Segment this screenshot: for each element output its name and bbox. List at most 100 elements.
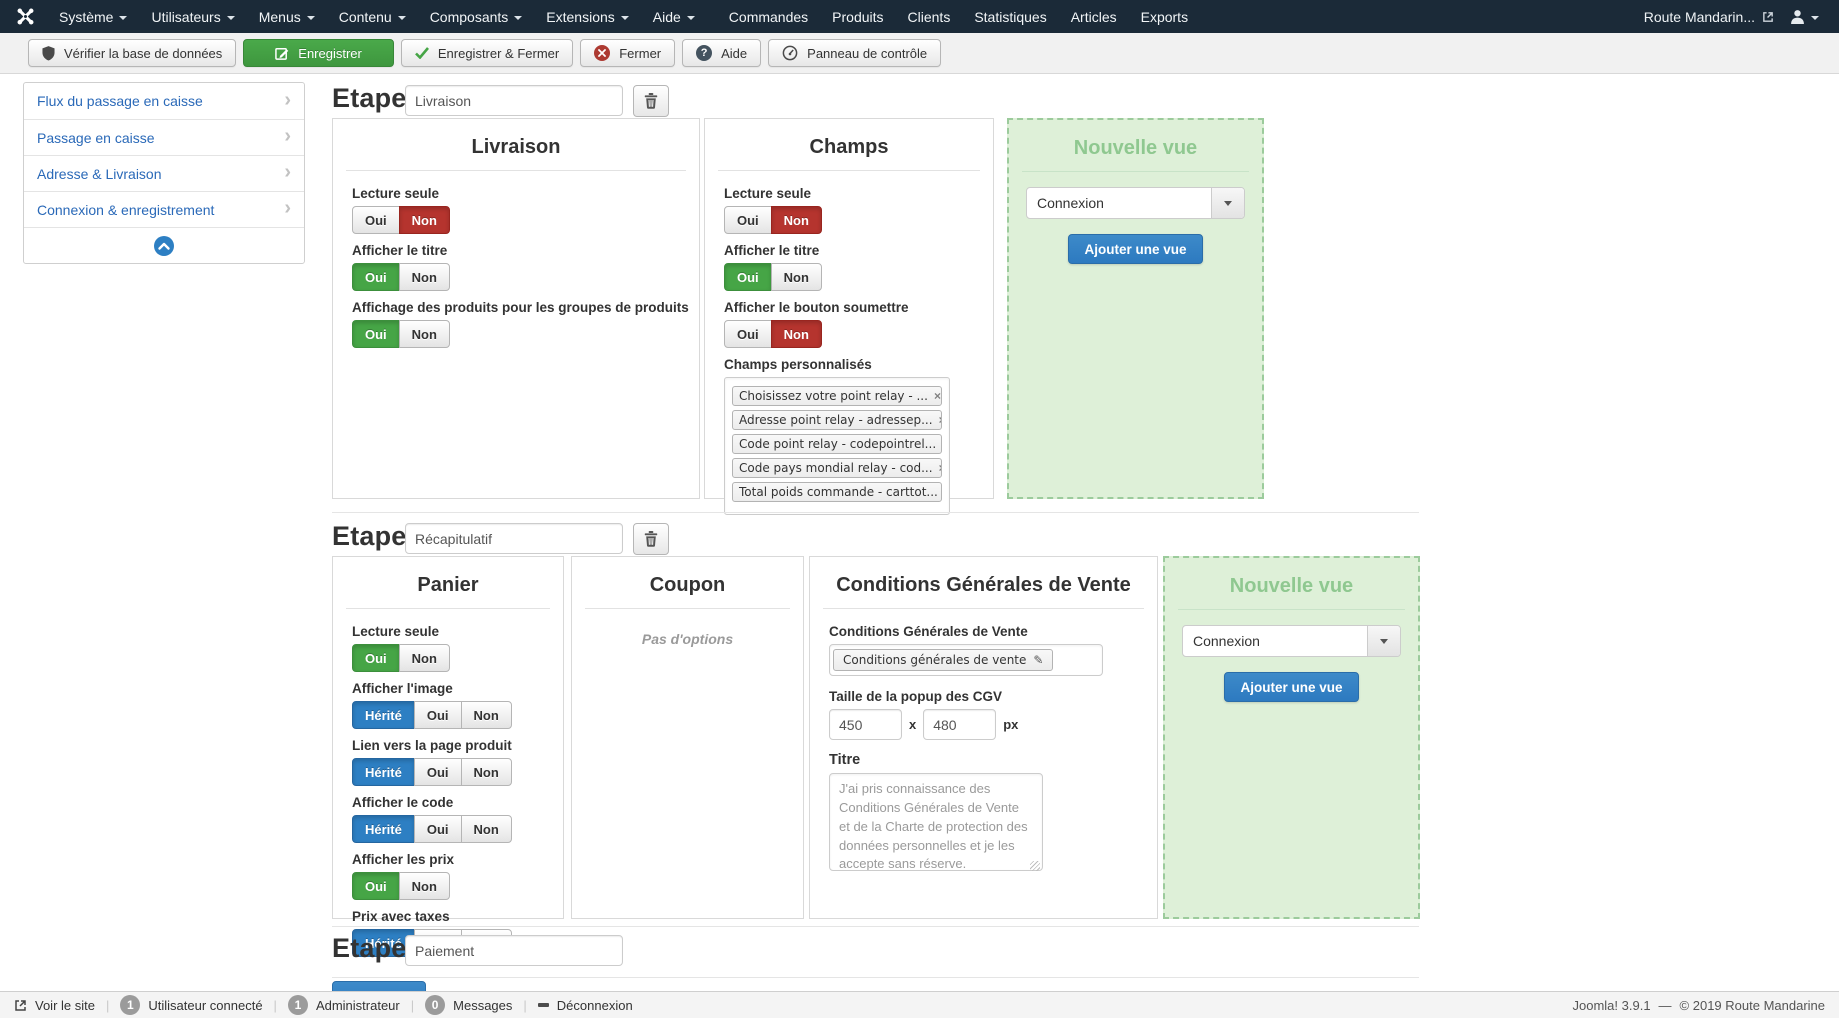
menu-produits[interactable]: Produits bbox=[820, 0, 895, 33]
non-button[interactable]: Non bbox=[398, 320, 450, 348]
non-button[interactable]: Non bbox=[770, 263, 822, 291]
chevron-down-icon bbox=[119, 15, 128, 20]
menu-exports[interactable]: Exports bbox=[1129, 0, 1200, 33]
field-label: Conditions Générales de Vente bbox=[829, 624, 1028, 639]
sidebar-item-adresse-livraison[interactable]: Adresse & Livraison › bbox=[24, 155, 304, 191]
step6-name-input[interactable] bbox=[405, 935, 623, 966]
no-options-text: Pas d'options bbox=[641, 631, 734, 647]
resize-grip[interactable] bbox=[1030, 861, 1040, 871]
popup-height-input[interactable] bbox=[923, 709, 997, 740]
check-database-button[interactable]: Vérifier la base de données bbox=[28, 39, 237, 67]
help-button[interactable]: ? Aide bbox=[682, 39, 762, 67]
non-button[interactable]: Non bbox=[460, 815, 512, 843]
users-connected-status[interactable]: 1 Utilisateur connecté bbox=[120, 995, 263, 1015]
herite-button[interactable]: Hérité bbox=[352, 929, 415, 957]
field-label: Lien vers la page produit bbox=[352, 738, 512, 753]
view-select[interactable]: Connexion bbox=[1026, 187, 1245, 219]
tag-label: Adresse point relay - adressep... bbox=[739, 413, 933, 427]
oui-button[interactable]: Oui bbox=[352, 872, 400, 900]
menu-systeme[interactable]: Système bbox=[47, 0, 139, 33]
remove-tag-icon[interactable]: × bbox=[933, 389, 941, 403]
add-view-button[interactable]: Ajouter une vue bbox=[1068, 234, 1203, 264]
selected-option: Connexion bbox=[1037, 195, 1104, 211]
non-button[interactable]: Non bbox=[398, 206, 450, 234]
field-afficher-les-prix: Afficher les prix Oui Non bbox=[333, 852, 563, 900]
oui-button[interactable]: Oui bbox=[352, 263, 400, 291]
close-button[interactable]: Fermer bbox=[580, 39, 676, 67]
chevron-down-icon bbox=[397, 15, 406, 20]
menu-contenu[interactable]: Contenu bbox=[327, 0, 418, 33]
view-select[interactable]: Connexion bbox=[1182, 625, 1401, 657]
oui-button[interactable]: Oui bbox=[724, 206, 772, 234]
non-button[interactable]: Non bbox=[460, 701, 512, 729]
chevron-down-icon bbox=[514, 15, 523, 20]
remove-tag-icon[interactable]: × bbox=[933, 413, 941, 427]
oui-button[interactable]: Oui bbox=[352, 644, 400, 672]
select-caret-button[interactable] bbox=[1211, 188, 1244, 218]
sidebar-item-connexion-enregistrement[interactable]: Connexion & enregistrement › bbox=[24, 191, 304, 227]
sidebar-collapse-button[interactable] bbox=[24, 227, 304, 263]
step4-name-input[interactable] bbox=[405, 85, 623, 116]
user-menu[interactable] bbox=[1790, 9, 1819, 24]
cgv-title-textarea[interactable] bbox=[829, 773, 1043, 871]
oui-button[interactable]: Oui bbox=[724, 320, 772, 348]
save-close-button[interactable]: Enregistrer & Fermer bbox=[400, 39, 574, 67]
status-label: Messages bbox=[453, 997, 513, 1013]
popup-width-input[interactable] bbox=[829, 709, 902, 740]
button-label: Panneau de contrôle bbox=[807, 45, 928, 61]
non-button[interactable]: Non bbox=[398, 644, 450, 672]
oui-button[interactable]: Oui bbox=[724, 263, 772, 291]
view-site-link[interactable]: Voir le site bbox=[14, 998, 95, 1013]
sidebar-item-passage-en-caisse[interactable]: Passage en caisse › bbox=[24, 119, 304, 155]
oui-button[interactable]: Oui bbox=[413, 758, 462, 786]
field-label: Taille de la popup des CGV bbox=[829, 689, 1003, 704]
herite-button[interactable]: Hérité bbox=[352, 815, 415, 843]
non-button[interactable]: Non bbox=[460, 758, 512, 786]
non-button[interactable]: Non bbox=[770, 320, 822, 348]
admins-connected-status[interactable]: 1 Administrateur bbox=[287, 995, 400, 1015]
menu-label: Commandes bbox=[728, 8, 809, 25]
field-afficher-bouton-soumettre: Afficher le bouton soumettre Oui Non bbox=[705, 300, 993, 348]
step4-delete-button[interactable] bbox=[633, 85, 669, 117]
oui-button[interactable]: Oui bbox=[413, 815, 462, 843]
dash: — bbox=[1658, 997, 1672, 1013]
menu-aide[interactable]: Aide bbox=[641, 0, 707, 33]
step5-name-input[interactable] bbox=[405, 523, 623, 554]
oui-button[interactable]: Oui bbox=[352, 320, 400, 348]
herite-button[interactable]: Hérité bbox=[352, 701, 415, 729]
menu-utilisateurs[interactable]: Utilisateurs bbox=[139, 0, 246, 33]
oui-button[interactable]: Oui bbox=[352, 206, 400, 234]
logout-link[interactable]: Déconnexion bbox=[537, 998, 633, 1013]
sidebar-item-flux-passage-caisse[interactable]: Flux du passage en caisse › bbox=[24, 83, 304, 119]
custom-fields-multiselect[interactable]: Choisissez votre point relay - ... × Adre… bbox=[724, 377, 950, 515]
menu-extensions[interactable]: Extensions bbox=[534, 0, 640, 33]
menu-clients[interactable]: Clients bbox=[896, 0, 963, 33]
messages-status[interactable]: 0 Messages bbox=[425, 995, 512, 1015]
menu-menus[interactable]: Menus bbox=[247, 0, 327, 33]
oui-button[interactable]: Oui bbox=[413, 701, 462, 729]
panel-title: Champs bbox=[809, 136, 889, 158]
menu-commandes[interactable]: Commandes bbox=[717, 0, 820, 33]
chevron-down-icon bbox=[306, 15, 315, 20]
tag-label: Choisissez votre point relay - ... bbox=[739, 389, 928, 403]
cgv-article-tag[interactable]: Conditions générales de vente ✎ bbox=[833, 649, 1054, 671]
footer-version: Joomla! 3.9.1 — © 2019 Route Mandarine bbox=[1573, 998, 1826, 1013]
non-button[interactable]: Non bbox=[770, 206, 822, 234]
non-button[interactable]: Non bbox=[398, 872, 450, 900]
remove-tag-icon[interactable]: × bbox=[933, 461, 941, 475]
add-view-button[interactable]: Ajouter une vue bbox=[1224, 672, 1359, 702]
preview-site-link[interactable]: Route Mandarin... bbox=[1644, 9, 1774, 25]
remove-tag-icon[interactable]: × bbox=[938, 485, 941, 499]
menu-articles[interactable]: Articles bbox=[1059, 0, 1129, 33]
remove-tag-icon[interactable]: × bbox=[936, 437, 941, 451]
menu-composants[interactable]: Composants bbox=[418, 0, 535, 33]
non-button[interactable]: Non bbox=[398, 263, 450, 291]
save-button[interactable]: Enregistrer bbox=[243, 39, 394, 67]
menu-statistiques[interactable]: Statistiques bbox=[962, 0, 1058, 33]
step5-delete-button[interactable] bbox=[633, 523, 669, 555]
select-caret-button[interactable] bbox=[1367, 626, 1400, 656]
chevron-down-icon bbox=[226, 15, 235, 20]
herite-button[interactable]: Hérité bbox=[352, 758, 415, 786]
cgv-article-select[interactable]: Conditions générales de vente ✎ bbox=[829, 644, 1103, 676]
control-panel-button[interactable]: Panneau de contrôle bbox=[768, 39, 942, 67]
